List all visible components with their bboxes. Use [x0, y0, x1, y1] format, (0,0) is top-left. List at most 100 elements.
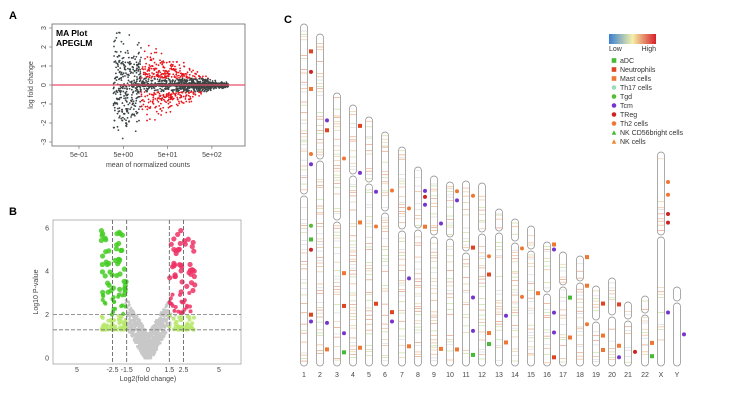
cell-marker	[390, 319, 394, 324]
volcano-point	[128, 317, 131, 321]
ma-point	[198, 95, 200, 97]
ma-point	[139, 71, 142, 73]
ma-point	[159, 87, 162, 90]
ma-point	[182, 95, 185, 98]
ma-point	[158, 92, 161, 95]
ma-point	[170, 63, 173, 66]
ma-point	[135, 69, 138, 72]
legend-marker	[611, 94, 617, 99]
volcano-y-tick-label: 2	[45, 312, 49, 319]
volcano-point	[104, 280, 111, 286]
cell-marker	[439, 346, 443, 351]
cell-marker	[325, 118, 329, 123]
chromosome-arm-p	[527, 225, 535, 250]
cell-marker	[439, 221, 443, 226]
ma-point	[137, 62, 140, 65]
volcano-point	[188, 309, 193, 314]
volcano-point	[147, 331, 151, 335]
cell-marker	[325, 128, 329, 133]
ma-point	[179, 96, 181, 99]
volcano-point	[141, 326, 144, 329]
volcano-point	[158, 336, 161, 340]
ma-point	[148, 93, 151, 95]
chromosome-label: Y	[675, 372, 680, 379]
chromosome-4: 4	[349, 104, 357, 379]
volcano-point	[178, 310, 183, 315]
volcano-point	[150, 347, 154, 351]
volcano-point	[177, 240, 183, 247]
ma-point	[177, 74, 180, 77]
ma-point	[123, 66, 126, 69]
cell-marker	[309, 69, 313, 74]
chromosome-label: 3	[335, 372, 339, 379]
volcano-point	[155, 346, 159, 350]
volcano-x-tick-label: 1.5	[164, 367, 174, 374]
volcano-point	[116, 292, 121, 297]
ma-point	[157, 97, 159, 100]
chromosome-arm-p	[543, 241, 551, 293]
ma-point	[178, 77, 180, 79]
volcano-point	[103, 259, 109, 265]
chromosome-arm-p	[576, 255, 584, 282]
ma-point	[201, 77, 204, 80]
ma-point	[177, 87, 180, 90]
volcano-point	[172, 272, 178, 278]
ma-point	[183, 81, 185, 84]
ma-point	[132, 113, 135, 116]
ma-point	[140, 81, 143, 84]
legend-label: NK CD56bright cells	[620, 130, 684, 137]
cell-marker	[487, 331, 491, 336]
ma-point	[137, 63, 140, 66]
chromosome-arm-q	[365, 183, 373, 367]
ma-point	[147, 98, 150, 101]
volcano-point	[161, 314, 165, 318]
volcano-point	[103, 237, 109, 243]
volcano-point	[127, 311, 130, 314]
ma-point	[118, 54, 120, 57]
volcano-point	[179, 315, 184, 320]
legend-marker	[611, 67, 617, 72]
volcano-point	[103, 301, 108, 306]
volcano-point	[99, 269, 106, 275]
ma-point	[118, 61, 120, 63]
ma-point	[144, 73, 147, 76]
volcano-point	[157, 319, 160, 323]
ma-point	[212, 87, 215, 90]
ma-title: MA Plot	[56, 28, 87, 38]
ma-point	[127, 56, 130, 59]
volcano-point	[139, 340, 143, 343]
cell-marker	[601, 301, 605, 306]
ma-point	[144, 85, 147, 87]
cell-marker	[520, 294, 524, 299]
volcano-x-tick-label: -1.5	[121, 367, 133, 374]
cell-marker	[407, 344, 411, 349]
ma-point	[118, 89, 121, 92]
volcano-point	[191, 315, 196, 320]
ma-point	[193, 75, 196, 78]
volcano-point	[152, 341, 155, 344]
volcano-point	[142, 347, 146, 350]
ma-point	[144, 68, 146, 70]
legend-marker	[611, 58, 617, 63]
ma-point	[113, 101, 116, 104]
ma-point	[183, 82, 185, 85]
legend-marker	[611, 76, 617, 81]
ma-point	[186, 71, 189, 74]
cell-marker	[309, 312, 313, 317]
volcano-point	[107, 269, 113, 275]
volcano-point	[100, 297, 105, 302]
volcano-point	[178, 262, 184, 268]
ma-point	[121, 137, 124, 140]
ma-point	[117, 110, 120, 113]
legend-label: Mast cells	[620, 76, 652, 83]
cell-marker	[471, 245, 475, 250]
ma-point	[173, 69, 176, 72]
chromosome-label: 21	[624, 372, 632, 379]
ma-point	[174, 65, 176, 68]
ma-point	[124, 61, 127, 64]
volcano-point	[159, 311, 163, 315]
ma-point	[133, 81, 136, 84]
ma-point	[154, 118, 156, 121]
chromosome-label: 13	[495, 372, 503, 379]
ma-x-tick-label: 5e-01	[70, 152, 88, 159]
